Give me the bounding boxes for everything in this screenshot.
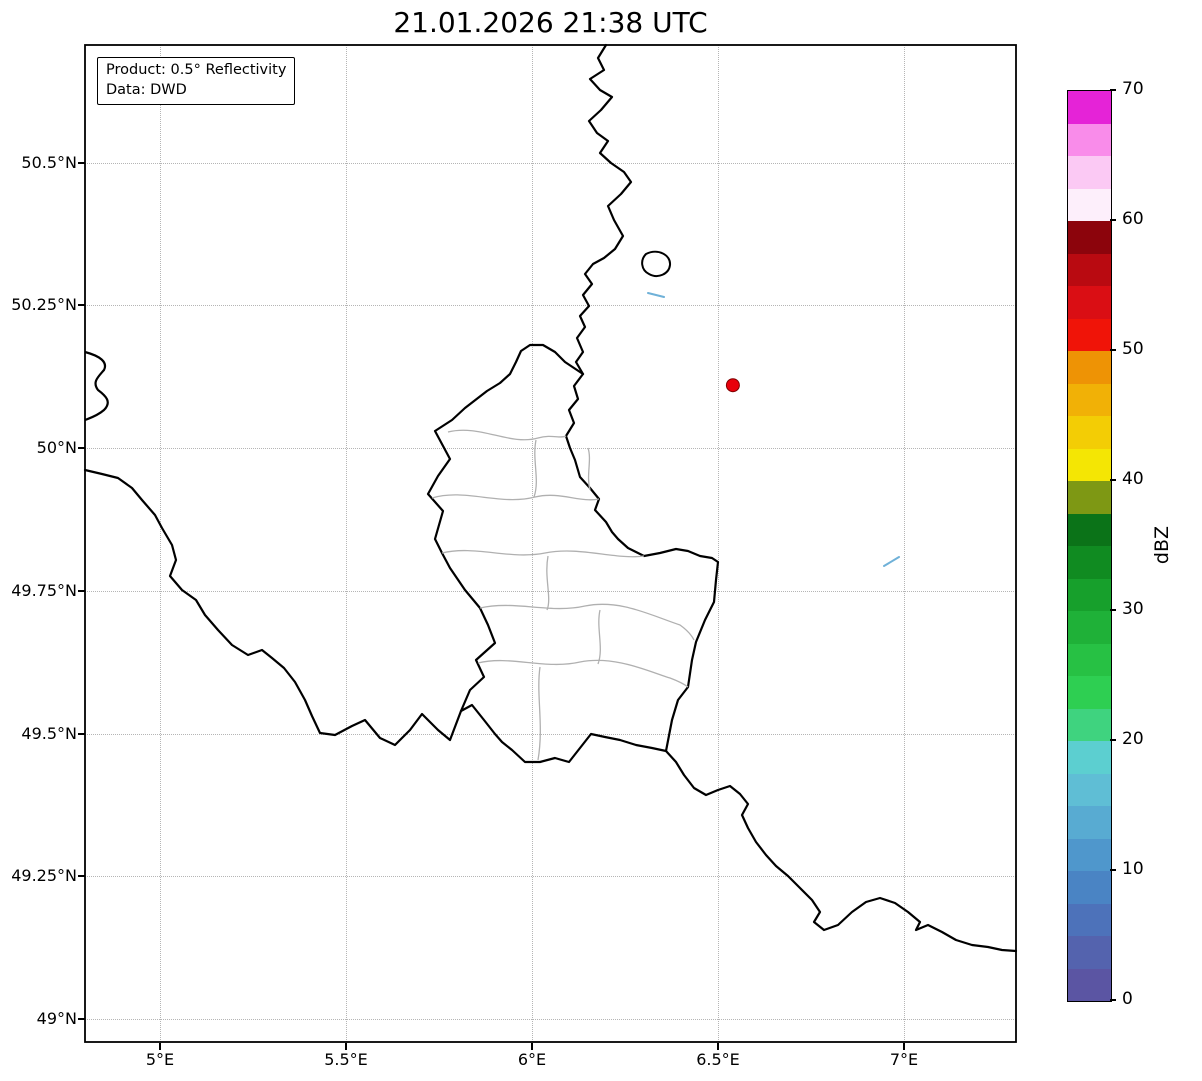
colorbar-tick-label: 0 (1122, 989, 1133, 1009)
info-box: Product: 0.5° Reflectivity Data: DWD (97, 57, 296, 106)
y-tick-label: 50.25°N (11, 295, 77, 315)
x-tick-label: 5.5°E (324, 1050, 368, 1069)
colorbar-segment-24 (1068, 188, 1111, 221)
colorbar-segment-4 (1068, 838, 1111, 871)
border-france-belgium-west (84, 350, 109, 422)
colorbar-tick (1110, 349, 1116, 351)
gridline-lat (85, 876, 1016, 878)
colorbar-segment-2 (1068, 903, 1111, 936)
colorbar-tick-label: 70 (1122, 79, 1144, 99)
y-tick (78, 875, 85, 878)
colorbar-segment-15 (1068, 481, 1111, 514)
gridline-lat (85, 305, 1016, 307)
colorbar-segment-8 (1068, 708, 1111, 741)
colorbar-segment-23 (1068, 221, 1111, 254)
colorbar-segment-7 (1068, 741, 1111, 774)
x-tick (159, 1043, 161, 1050)
colorbar-tick (1110, 999, 1116, 1001)
colorbar-segment-25 (1068, 156, 1111, 189)
gridline-lat (85, 1019, 1016, 1020)
x-tick (531, 1043, 533, 1050)
colorbar-axis-label: dBZ (1151, 525, 1173, 565)
gridline-lon (718, 45, 719, 1042)
colorbar-segment-17 (1068, 416, 1111, 449)
info-product-line: Product: 0.5° Reflectivity (106, 62, 287, 78)
y-tick (78, 732, 85, 735)
x-tick-label: 6°E (517, 1050, 547, 1069)
colorbar-tick-label: 10 (1122, 859, 1144, 879)
colorbar-tick-label: 30 (1122, 599, 1144, 619)
y-tick-label: 49.25°N (11, 866, 77, 886)
x-tick-label: 5°E (145, 1050, 175, 1069)
colorbar-tick (1110, 479, 1116, 481)
x-tick (903, 1043, 905, 1050)
colorbar-gradient (1067, 90, 1112, 1002)
colorbar-tick-label: 60 (1122, 209, 1144, 229)
colorbar-tick-label: 50 (1122, 339, 1144, 359)
colorbar-segment-9 (1068, 676, 1111, 709)
colorbar-segment-0 (1068, 968, 1111, 1001)
y-tick (78, 1018, 85, 1020)
colorbar-tick-label: 20 (1122, 729, 1144, 749)
colorbar-segment-22 (1068, 253, 1111, 286)
border-luxembourg (426, 343, 720, 764)
gridline-lat (85, 733, 1016, 735)
gridline-lon (160, 45, 161, 1042)
colorbar-segment-12 (1068, 578, 1111, 611)
x-tick-label: 6.5°E (696, 1050, 740, 1069)
colorbar-tick (1110, 869, 1116, 871)
colorbar-segment-21 (1068, 286, 1111, 319)
gridline-lon (346, 45, 347, 1042)
plot-frame (84, 44, 1017, 1043)
colorbar-segment-13 (1068, 546, 1111, 579)
border-enclave-loop (641, 250, 672, 277)
gridline-lat (85, 162, 1016, 164)
colorbar-segment-14 (1068, 513, 1111, 546)
district-borders (431, 429, 695, 761)
colorbar-tick (1110, 609, 1116, 611)
radar-marker (725, 378, 740, 393)
y-tick (78, 161, 85, 164)
colorbar-segment-20 (1068, 318, 1111, 351)
y-tick (78, 304, 85, 307)
x-tick (717, 1043, 719, 1050)
colorbar-segment-5 (1068, 806, 1111, 839)
x-tick-label: 7°E (889, 1050, 919, 1069)
river-segments (647, 292, 900, 567)
gridline-lat (85, 448, 1016, 449)
colorbar-segment-16 (1068, 448, 1111, 481)
colorbar-segment-11 (1068, 611, 1111, 644)
colorbar-segment-19 (1068, 351, 1111, 384)
figure-title: 21.01.2026 21:38 UTC (393, 6, 708, 39)
colorbar-tick (1110, 89, 1116, 91)
colorbar-segment-26 (1068, 123, 1111, 156)
colorbar-segment-3 (1068, 871, 1111, 904)
y-tick-label: 49°N (36, 1009, 77, 1028)
info-data-line: Data: DWD (106, 81, 187, 98)
colorbar-segment-18 (1068, 383, 1111, 416)
colorbar-tick (1110, 739, 1116, 741)
border-belgium-germany (574, 43, 633, 376)
colorbar-tick (1110, 219, 1116, 221)
y-tick-label: 49.5°N (21, 723, 77, 743)
x-tick (345, 1043, 347, 1050)
y-tick (78, 589, 85, 592)
colorbar-tick-label: 40 (1122, 469, 1144, 489)
gridline-lon (532, 45, 533, 1042)
gridline-lat (85, 590, 1016, 592)
colorbar-segment-6 (1068, 773, 1111, 806)
y-tick-label: 50°N (36, 438, 77, 457)
y-tick (78, 447, 85, 449)
y-tick-label: 49.75°N (11, 580, 77, 600)
colorbar-segment-1 (1068, 936, 1111, 969)
border-france-belgium (83, 468, 463, 747)
colorbar-segment-27 (1068, 91, 1111, 124)
gridline-lon (904, 45, 905, 1042)
y-tick-label: 50.5°N (21, 152, 77, 172)
colorbar-segment-10 (1068, 643, 1111, 676)
